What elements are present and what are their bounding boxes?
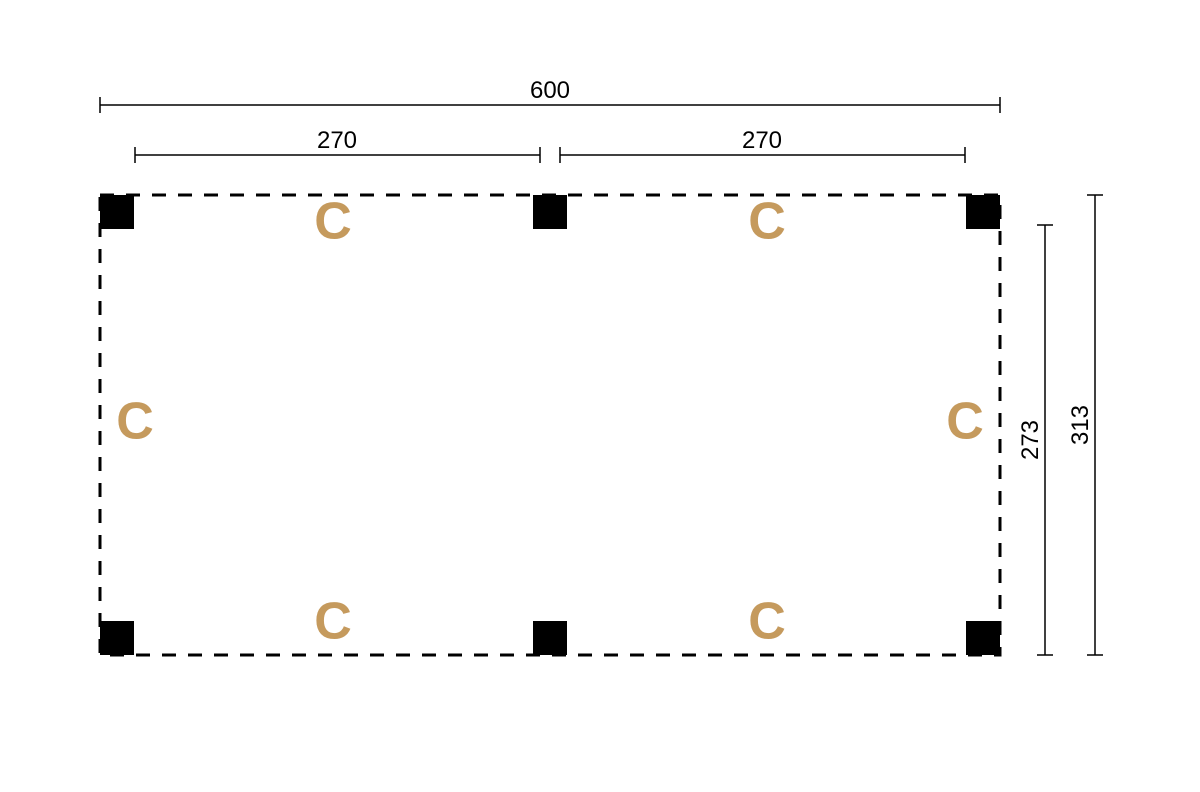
dim-top-right: 270 bbox=[560, 127, 965, 163]
dim-right-inner: 273 bbox=[1017, 225, 1053, 655]
c-labels: C C C C C C bbox=[116, 193, 984, 651]
dim-top-left-label: 270 bbox=[317, 127, 357, 154]
dim-right-outer-label: 313 bbox=[1067, 405, 1094, 445]
posts bbox=[100, 195, 1000, 655]
c-mark-3: C bbox=[946, 393, 984, 451]
c-mark-2: C bbox=[116, 393, 154, 451]
dim-right-inner-label: 273 bbox=[1017, 420, 1044, 460]
plan-outline bbox=[100, 195, 1000, 655]
floor-plan-diagram: C C C C C C 600 270 270 313 273 bbox=[0, 0, 1200, 792]
dim-right-outer: 313 bbox=[1067, 195, 1103, 655]
c-mark-4: C bbox=[314, 593, 352, 651]
c-mark-1: C bbox=[748, 193, 786, 251]
post-3 bbox=[100, 621, 134, 655]
c-mark-0: C bbox=[314, 193, 352, 251]
post-4 bbox=[533, 621, 567, 655]
dim-top-overall-label: 600 bbox=[530, 77, 570, 104]
post-2 bbox=[966, 195, 1000, 229]
post-0 bbox=[100, 195, 134, 229]
post-1 bbox=[533, 195, 567, 229]
c-mark-5: C bbox=[748, 593, 786, 651]
post-5 bbox=[966, 621, 1000, 655]
dim-top-left: 270 bbox=[135, 127, 540, 163]
dim-top-right-label: 270 bbox=[742, 127, 782, 154]
dim-top-overall: 600 bbox=[100, 77, 1000, 113]
